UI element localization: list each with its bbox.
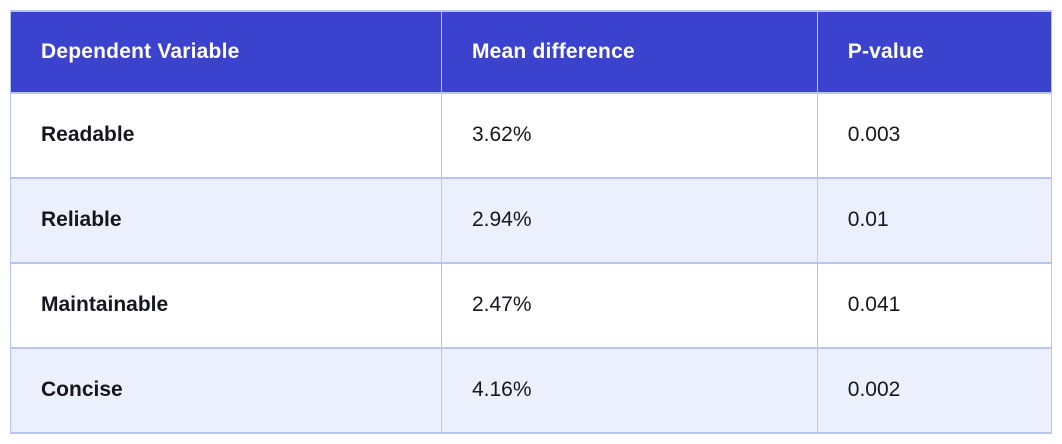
cell-mean-difference: 3.62% [440,92,818,179]
cell-p-value: 0.002 [816,347,1053,434]
cell-variable: Reliable [10,177,442,264]
table-row: Maintainable 2.47% 0.041 [10,262,1053,349]
cell-p-value: 0.01 [816,177,1053,264]
column-header-mean-difference: Mean difference [440,10,818,94]
cell-variable: Concise [10,347,442,434]
cell-mean-difference: 2.94% [440,177,818,264]
cell-p-value: 0.041 [816,262,1053,349]
column-header-p-value: P-value [816,10,1053,94]
table-header-row: Dependent Variable Mean difference P-val… [10,10,1053,94]
table-row: Readable 3.62% 0.003 [10,92,1053,179]
cell-variable: Maintainable [10,262,442,349]
column-header-dependent-variable: Dependent Variable [10,10,442,94]
results-table: Dependent Variable Mean difference P-val… [10,10,1053,434]
cell-mean-difference: 4.16% [440,347,818,434]
cell-variable: Readable [10,92,442,179]
cell-p-value: 0.003 [816,92,1053,179]
cell-mean-difference: 2.47% [440,262,818,349]
table-row: Reliable 2.94% 0.01 [10,177,1053,264]
table-row: Concise 4.16% 0.002 [10,347,1053,434]
